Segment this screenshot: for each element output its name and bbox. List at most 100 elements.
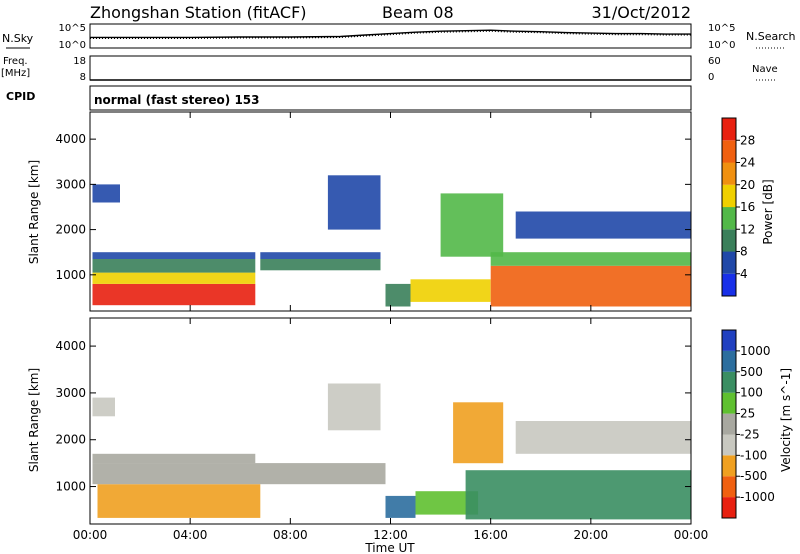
velocity-region-9 [515,421,691,454]
power-cbar-tick-label-0: 4 [740,267,748,281]
power-region-6 [327,175,381,230]
freq-strip [89,55,692,81]
power-panel: 1000 2000 3000 4000 [55,111,692,312]
freq-label: Freq. [3,56,28,67]
power-region-10 [440,193,504,257]
velocity-region-8 [453,402,504,464]
power-cbar-swatch-5 [722,162,736,185]
power-ytick-label-1: 2000 [55,223,86,237]
power-ytick-label-2: 3000 [55,177,86,191]
power-cbar-tick-label-1: 8 [740,245,748,259]
power-cbar-swatch-3 [722,207,736,230]
velocity-ytick-label-3: 4000 [55,339,86,353]
cpid-label: CPID [6,90,35,103]
power-axes: 1000 2000 3000 4000 [55,112,692,311]
velocity-axes: 1000 2000 3000 4000 00:00 04:00 08:00 12:00 16:0… [55,318,708,542]
power-colorbar-ticks: 4 8 12 16 20 24 28 [736,133,755,281]
velocity-xtick-label-5: 20:00 [574,528,609,542]
vel-cbar-tick-label-4: -25 [740,427,760,441]
noise-lines [90,29,691,40]
velocity-xtick-label-6: 00:00 [674,528,709,542]
power-region-4 [260,259,381,271]
power-ytick-label-3: 4000 [55,132,86,146]
power-cbar-tick-label-2: 12 [740,222,755,236]
velocity-cells [92,383,691,520]
noise-right-bottom: 10^0 [708,40,735,51]
vel-cbar-tick-label-0: 1000 [740,344,771,358]
power-region-12 [490,252,691,266]
nave-top-tick: 60 [708,56,721,67]
power-cbar-swatch-4 [722,184,736,208]
freq-top-tick: 18 [73,56,86,67]
velocity-ylabel: Slant Range [km] [27,368,41,472]
mode-label: normal (fast stereo) 153 [94,93,260,107]
velocity-region-6 [415,491,479,515]
power-cbar-tick-label-5: 24 [740,156,755,170]
velocity-ytick-label-0: 1000 [55,480,86,494]
power-region-13 [515,211,691,239]
vel-cbar-swatch-1 [722,476,736,498]
beam-label: Beam 08 [382,3,454,22]
velocity-ytick-label-1: 2000 [55,433,86,447]
power-cbar-swatch-0 [722,273,736,297]
vel-cbar-swatch-4 [722,413,736,435]
velocity-cbar-label-text: Velocity [m s^-1] [779,368,793,472]
power-region-0 [92,283,256,306]
vel-cbar-tick-label-2: 100 [740,386,763,400]
vel-cbar-swatch-0 [722,497,736,518]
velocity-ytick-label-2: 3000 [55,386,86,400]
velocity-colorbar-swatches [722,330,736,518]
vel-cbar-swatch-6 [722,371,736,393]
nave-bottom-tick: 0 [708,72,714,83]
noise-strip-series-0 [90,29,691,39]
velocity-colorbar-ticks: 1000 500 100 25 -25 -100 -500 -1000 [736,344,775,504]
power-region-2 [92,259,256,273]
nsky-label: N.Sky [2,32,34,45]
power-cells [92,175,691,307]
freq-bottom-tick: 8 [80,72,86,83]
nsearch-label: N.Search [746,30,796,43]
xlabel-time-ut: Time UT [364,541,415,554]
power-cbar-tick-label-4: 20 [740,178,755,192]
power-colorbar: 4 8 12 16 20 24 28 [721,117,755,297]
velocity-region-3 [327,383,381,431]
freq-frame [89,55,692,81]
power-region-11 [490,265,691,307]
velocity-region-1 [92,463,386,485]
power-cbar-tick-label-6: 28 [740,133,755,147]
velocity-xtick-label-4: 16:00 [473,528,508,542]
power-cbar-swatch-6 [722,140,736,163]
power-region-5 [260,252,381,259]
vel-cbar-swatch-2 [722,455,736,477]
velocity-panel: 1000 2000 3000 4000 00:00 04:00 08:00 12:00 16:0… [55,317,708,542]
velocity-colorbar: 1000 500 100 25 -25 -100 -500 -1000 [721,329,775,519]
power-ytick-label-0: 1000 [55,268,86,282]
freq-unit-label: [MHz] [1,68,30,79]
power-cbar-tick-label-3: 16 [740,200,755,214]
nave-label: Nave [752,64,778,75]
velocity-region-0 [97,484,261,518]
power-colorbar-swatches [722,118,736,297]
power-cbar-swatch-7 [722,118,736,141]
date-label: 31/Oct/2012 [591,3,691,22]
noise-right-top: 10^5 [708,23,735,34]
velocity-region-7 [465,470,691,520]
power-region-7 [92,184,120,203]
velocity-colorbar-frame [721,329,737,519]
noise-left-bottom: 10^0 [59,40,86,51]
vel-cbar-swatch-3 [722,434,736,456]
vel-cbar-swatch-7 [722,350,736,372]
velocity-xtick-label-3: 12:00 [373,528,408,542]
vel-cbar-tick-label-5: -100 [740,448,767,462]
velocity-xtick-label-0: 00:00 [73,528,108,542]
vel-cbar-swatch-5 [722,392,736,414]
vel-cbar-tick-label-1: 500 [740,365,763,379]
cpid-frame [89,85,692,111]
velocity-cbar-label: Velocity [m s^-1] [779,368,793,472]
vel-cbar-swatch-8 [722,330,736,351]
velocity-region-5 [385,495,416,518]
velocity-xtick-label-2: 08:00 [273,528,308,542]
noise-strip-series-1 [90,30,691,40]
vel-cbar-tick-label-7: -1000 [740,490,775,504]
station-title: Zhongshan Station (fitACF) [90,3,307,22]
